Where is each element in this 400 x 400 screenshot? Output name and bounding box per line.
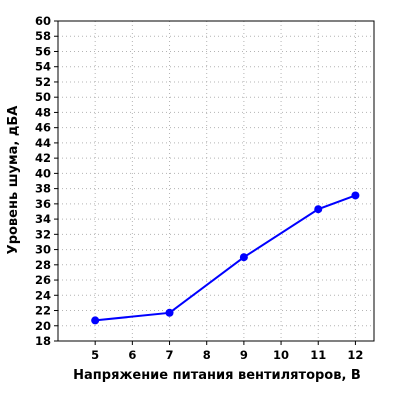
y-tick-label: 60 (35, 14, 51, 28)
y-tick-label: 50 (35, 90, 51, 104)
y-tick-label: 54 (35, 60, 51, 74)
y-tick-label: 34 (35, 212, 51, 226)
x-tick-label: 7 (166, 348, 174, 362)
y-axis-label: Уровень шума, дБА (6, 106, 21, 255)
y-tick-label: 48 (35, 105, 51, 119)
y-tick-label: 46 (35, 121, 51, 135)
x-axis-label: Напряжение питания вентиляторов, В (73, 368, 361, 383)
y-tick-label: 58 (35, 29, 51, 43)
x-tick-label: 8 (203, 348, 211, 362)
data-point (351, 191, 360, 200)
series-line (95, 194, 356, 322)
y-tick-label: 44 (35, 136, 51, 150)
x-tick-label: 5 (91, 348, 99, 362)
x-tick-label: 12 (347, 348, 363, 362)
y-tick-label: 56 (35, 44, 51, 58)
grid (58, 20, 374, 342)
plot-frame (57, 20, 375, 342)
x-tick-label: 6 (128, 348, 136, 362)
series-layer (91, 191, 360, 325)
tick-labels: 5 6 7 8 9 10 11 1218202224262830323436384042444… (35, 14, 363, 362)
x-tick-label: 9 (240, 348, 248, 362)
y-tick-label: 24 (35, 288, 51, 302)
data-point (314, 205, 323, 214)
x-tick-label: 11 (310, 348, 326, 362)
axes (54, 20, 375, 345)
y-tick-label: 32 (35, 227, 51, 241)
y-tick-label: 36 (35, 197, 51, 211)
y-tick-label: 38 (35, 182, 51, 196)
y-tick-label: 20 (35, 319, 51, 333)
y-tick-label: 52 (35, 75, 51, 89)
y-tick-label: 28 (35, 258, 51, 272)
data-point (239, 253, 248, 262)
data-point (91, 316, 100, 325)
data-point (165, 308, 174, 317)
y-tick-label: 22 (35, 304, 51, 318)
y-tick-label: 26 (35, 273, 51, 287)
y-tick-label: 42 (35, 151, 51, 165)
y-tick-label: 30 (35, 243, 51, 257)
y-tick-label: 18 (35, 334, 51, 348)
x-tick-label: 10 (273, 348, 289, 362)
y-tick-label: 40 (35, 166, 51, 180)
